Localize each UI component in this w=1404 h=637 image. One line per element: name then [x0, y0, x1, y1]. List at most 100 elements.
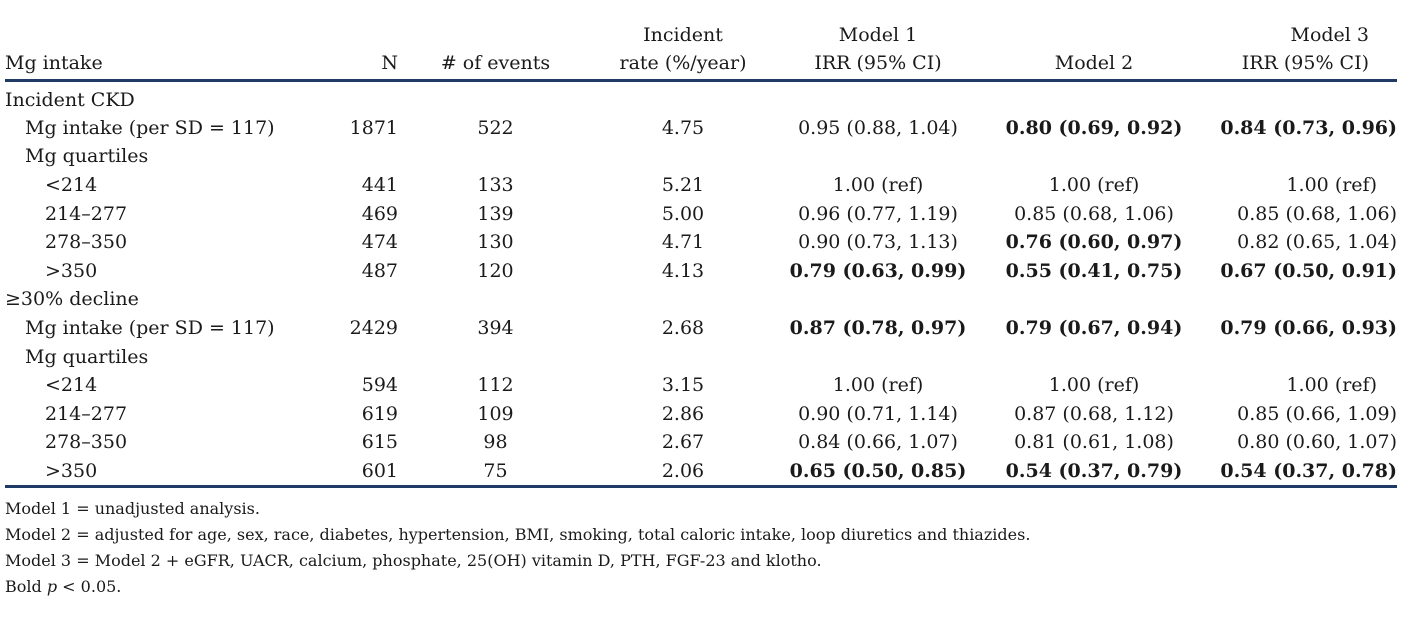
table-body: Incident CKD Mg intake (per SD = 117) 18… — [5, 80, 1397, 487]
cell-model3: 0.67 (0.50, 0.91) — [1220, 259, 1397, 282]
header-n: N — [381, 51, 398, 74]
cell-rate: 4.13 — [661, 259, 705, 282]
row-label: 278–350 — [45, 231, 128, 254]
cell-model2: 1.00 (ref) — [1048, 173, 1140, 196]
cell-n: 601 — [361, 459, 398, 482]
header-events: # of events — [440, 51, 551, 74]
header-model1-line1: Model 1 — [838, 23, 918, 46]
table-row: 214–277 619 109 2.86 0.90 (0.71, 1.14) 0… — [5, 399, 1397, 428]
footnote-model3: Model 3 = Model 2 + eGFR, UACR, calcium,… — [5, 550, 822, 570]
cell-model1: 0.95 (0.88, 1.04) — [798, 116, 958, 139]
header-model1: Model 1 IRR (95% CI) — [773, 0, 983, 80]
cell-model3: 0.85 (0.66, 1.09) — [1237, 402, 1397, 425]
table-row: >350 601 75 2.06 0.65 (0.50, 0.85) 0.54 … — [5, 457, 1397, 487]
cell-model3: 0.54 (0.37, 0.78) — [1220, 459, 1397, 482]
cell-rate: 2.67 — [661, 431, 705, 454]
cell-events: 98 — [483, 431, 508, 454]
cell-events: 139 — [477, 202, 514, 225]
table-row: 214–277 469 139 5.00 0.96 (0.77, 1.19) 0… — [5, 199, 1397, 228]
table-row: ≥30% decline — [5, 285, 1397, 314]
cell-model1: 0.87 (0.78, 0.97) — [789, 316, 967, 339]
table-row: 278–350 474 130 4.71 0.90 (0.73, 1.13) 0… — [5, 228, 1397, 257]
cell-events: 109 — [477, 402, 514, 425]
footnote-bold-prefix: Bold — [5, 576, 47, 596]
table-header: Mg intake N # of events Incident rate (%… — [5, 0, 1397, 80]
table-row: Mg quartiles — [5, 342, 1397, 371]
cell-model2: 0.55 (0.41, 0.75) — [1005, 259, 1183, 282]
cell-model3: 0.79 (0.66, 0.93) — [1220, 316, 1397, 339]
table-row: >350 487 120 4.13 0.79 (0.63, 0.99) 0.55… — [5, 256, 1397, 285]
table-row: Mg intake (per SD = 117) 2429 394 2.68 0… — [5, 314, 1397, 343]
header-rate: Incident rate (%/year) — [593, 0, 773, 80]
table-row: 278–350 615 98 2.67 0.84 (0.66, 1.07) 0.… — [5, 428, 1397, 457]
cell-model2: 0.54 (0.37, 0.79) — [1005, 459, 1183, 482]
cell-n: 619 — [361, 402, 398, 425]
cell-n: 615 — [361, 431, 398, 454]
row-label: Mg intake (per SD = 117) — [25, 316, 275, 339]
section-label: Incident CKD — [5, 88, 135, 111]
cell-n: 487 — [361, 259, 398, 282]
cell-events: 394 — [477, 316, 514, 339]
cell-n: 1871 — [349, 116, 398, 139]
cell-model3: 1.00 (ref) — [1286, 173, 1377, 196]
cell-model2: 0.81 (0.61, 1.08) — [1014, 431, 1174, 454]
cell-rate: 4.71 — [661, 231, 705, 254]
cell-model1: 0.65 (0.50, 0.85) — [789, 459, 967, 482]
cell-rate: 2.68 — [661, 316, 705, 339]
cell-n: 441 — [361, 173, 398, 196]
cell-model2: 0.79 (0.67, 0.94) — [1005, 316, 1183, 339]
footnote-model2: Model 2 = adjusted for age, sex, race, d… — [5, 524, 1031, 544]
row-label: 278–350 — [45, 431, 128, 454]
cell-model2: 0.80 (0.69, 0.92) — [1005, 116, 1183, 139]
cell-model1: 1.00 (ref) — [832, 374, 924, 397]
cell-n: 474 — [361, 231, 398, 254]
cell-model2: 0.76 (0.60, 0.97) — [1005, 231, 1183, 254]
footnote-model1: Model 1 = unadjusted analysis. — [5, 498, 260, 518]
cell-model1: 0.90 (0.71, 1.14) — [798, 402, 958, 425]
table-row: Incident CKD — [5, 80, 1397, 114]
row-label: <214 — [45, 173, 98, 196]
cell-model2: 0.85 (0.68, 1.06) — [1014, 202, 1174, 225]
header-model1-line2: IRR (95% CI) — [814, 51, 942, 74]
cell-model3: 1.00 (ref) — [1286, 374, 1377, 397]
cell-model1: 0.96 (0.77, 1.19) — [798, 202, 958, 225]
cell-model2: 0.87 (0.68, 1.12) — [1014, 402, 1174, 425]
results-table-container: Mg intake N # of events Incident rate (%… — [5, 0, 1397, 600]
table-row: <214 441 133 5.21 1.00 (ref) 1.00 (ref) … — [5, 171, 1397, 200]
footnote-bold-suffix: < 0.05. — [57, 576, 122, 596]
row-label: 214–277 — [45, 402, 128, 425]
table-row: <214 594 112 3.15 1.00 (ref) 1.00 (ref) … — [5, 371, 1397, 400]
row-label: <214 — [45, 374, 98, 397]
cell-rate: 3.15 — [661, 374, 705, 397]
table-row: Mg quartiles — [5, 142, 1397, 171]
cell-rate: 2.06 — [661, 459, 705, 482]
header-rate-line1: Incident — [643, 23, 723, 46]
row-label: 214–277 — [45, 202, 128, 225]
cell-model1: 1.00 (ref) — [832, 173, 924, 196]
header-model3-line2: IRR (95% CI) — [1241, 51, 1369, 74]
header-model3-line1: Model 3 — [1290, 23, 1369, 46]
table-footnotes: Model 1 = unadjusted analysis. Model 2 =… — [5, 496, 1397, 600]
subsection-label: Mg quartiles — [25, 345, 149, 368]
cell-rate: 5.00 — [661, 202, 705, 225]
footnote-bold-p: p — [46, 576, 58, 596]
cell-events: 75 — [483, 459, 508, 482]
cell-events: 130 — [477, 231, 514, 254]
cell-rate: 5.21 — [661, 173, 705, 196]
row-label: >350 — [45, 459, 98, 482]
cell-rate: 4.75 — [661, 116, 705, 139]
cell-events: 120 — [477, 259, 514, 282]
cell-model3: 0.80 (0.60, 1.07) — [1237, 431, 1397, 454]
cell-model1: 0.79 (0.63, 0.99) — [789, 259, 967, 282]
cell-n: 469 — [361, 202, 398, 225]
cell-n: 2429 — [349, 316, 398, 339]
cell-model2: 1.00 (ref) — [1048, 374, 1140, 397]
cell-model1: 0.84 (0.66, 1.07) — [798, 431, 958, 454]
cell-rate: 2.86 — [661, 402, 705, 425]
header-mg-intake: Mg intake — [5, 51, 103, 74]
cell-model3: 0.85 (0.68, 1.06) — [1237, 202, 1397, 225]
cell-model3: 0.82 (0.65, 1.04) — [1237, 231, 1397, 254]
row-label: >350 — [45, 259, 98, 282]
cell-n: 594 — [361, 374, 398, 397]
cell-events: 522 — [477, 116, 514, 139]
